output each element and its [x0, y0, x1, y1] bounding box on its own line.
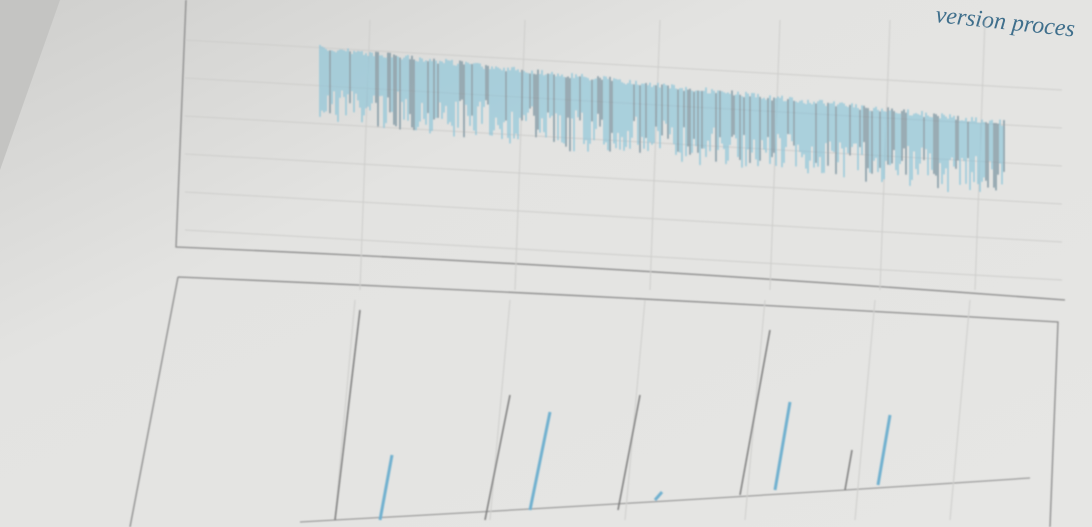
grid-line: [879, 19, 891, 291]
spike: [773, 401, 792, 491]
spike: [528, 411, 552, 511]
lower-axes: [129, 276, 1059, 527]
spike: [617, 394, 641, 511]
spike: [876, 414, 892, 486]
grid-line: [489, 299, 511, 521]
grid-line: [769, 19, 781, 291]
lower-baseline: [299, 477, 1031, 523]
upper-axes: [175, 0, 1066, 301]
spike: [844, 449, 853, 491]
grid-line: [854, 299, 876, 521]
grid-line: [649, 19, 661, 291]
page-edge: [0, 0, 60, 170]
spike: [378, 454, 394, 521]
spike: [739, 329, 771, 496]
grid-line: [334, 299, 356, 521]
grid-line: [949, 299, 971, 521]
spike: [653, 491, 664, 501]
grid-line: [514, 19, 526, 291]
spike: [484, 394, 511, 521]
grid-line: [624, 299, 646, 521]
spike: [334, 309, 361, 521]
